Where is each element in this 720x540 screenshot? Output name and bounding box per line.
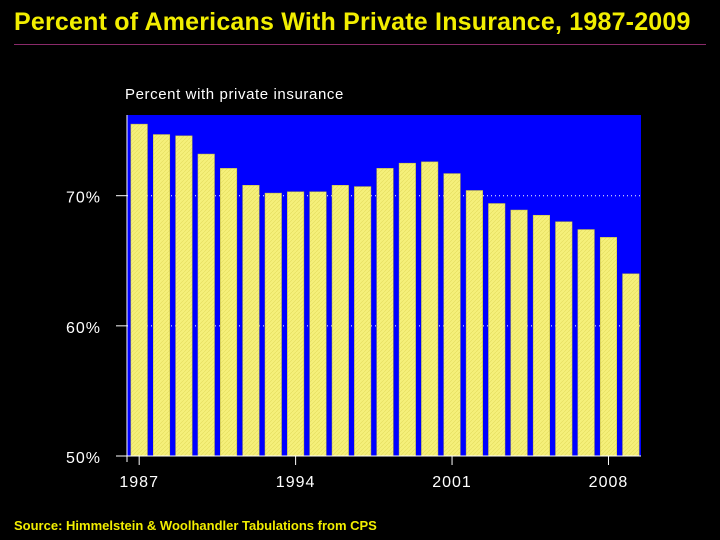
bar-1993: [264, 192, 282, 457]
bar-1992: [242, 185, 260, 457]
bar-2002: [465, 190, 483, 457]
x-tick-labels: 1987 1994 2001 2008: [119, 456, 629, 491]
axes: [126, 115, 641, 462]
bar-2001: [443, 173, 461, 457]
y-tick-label: 50%: [66, 450, 101, 467]
bar-2007: [577, 229, 595, 457]
bar-1987: [130, 123, 148, 457]
bar-1996: [331, 185, 349, 457]
bar-1990: [197, 153, 215, 457]
title-divider: [14, 44, 706, 45]
bar-2004: [510, 209, 528, 457]
y-tick-label: 60%: [66, 320, 101, 337]
bar-2009: [622, 273, 640, 457]
x-tick-label: 1994: [276, 474, 316, 491]
x-tick-label: 2001: [432, 474, 472, 491]
bar-2003: [488, 203, 506, 457]
bar-1991: [220, 168, 238, 457]
source-note: Source: Himmelstein & Woolhandler Tabula…: [14, 518, 377, 533]
bar-2000: [421, 161, 439, 457]
bars: [130, 123, 640, 457]
bar-2005: [532, 214, 550, 457]
bar-1989: [175, 135, 193, 457]
bar-1988: [153, 134, 171, 457]
chart-title: Percent with private insurance: [125, 86, 344, 103]
y-tick-labels: 50% 60% 70%: [66, 190, 127, 467]
bar-1994: [287, 191, 305, 457]
bar-1995: [309, 191, 327, 457]
slide-title: Percent of Americans With Private Insura…: [14, 8, 691, 36]
x-tick-label: 2008: [589, 474, 629, 491]
x-tick-label: 1987: [119, 474, 159, 491]
bar-1998: [376, 168, 394, 457]
bar-1997: [354, 186, 372, 457]
bar-2006: [555, 221, 573, 457]
y-tick-label: 70%: [66, 190, 101, 207]
bar-2008: [599, 237, 617, 457]
bar-1999: [398, 162, 416, 457]
